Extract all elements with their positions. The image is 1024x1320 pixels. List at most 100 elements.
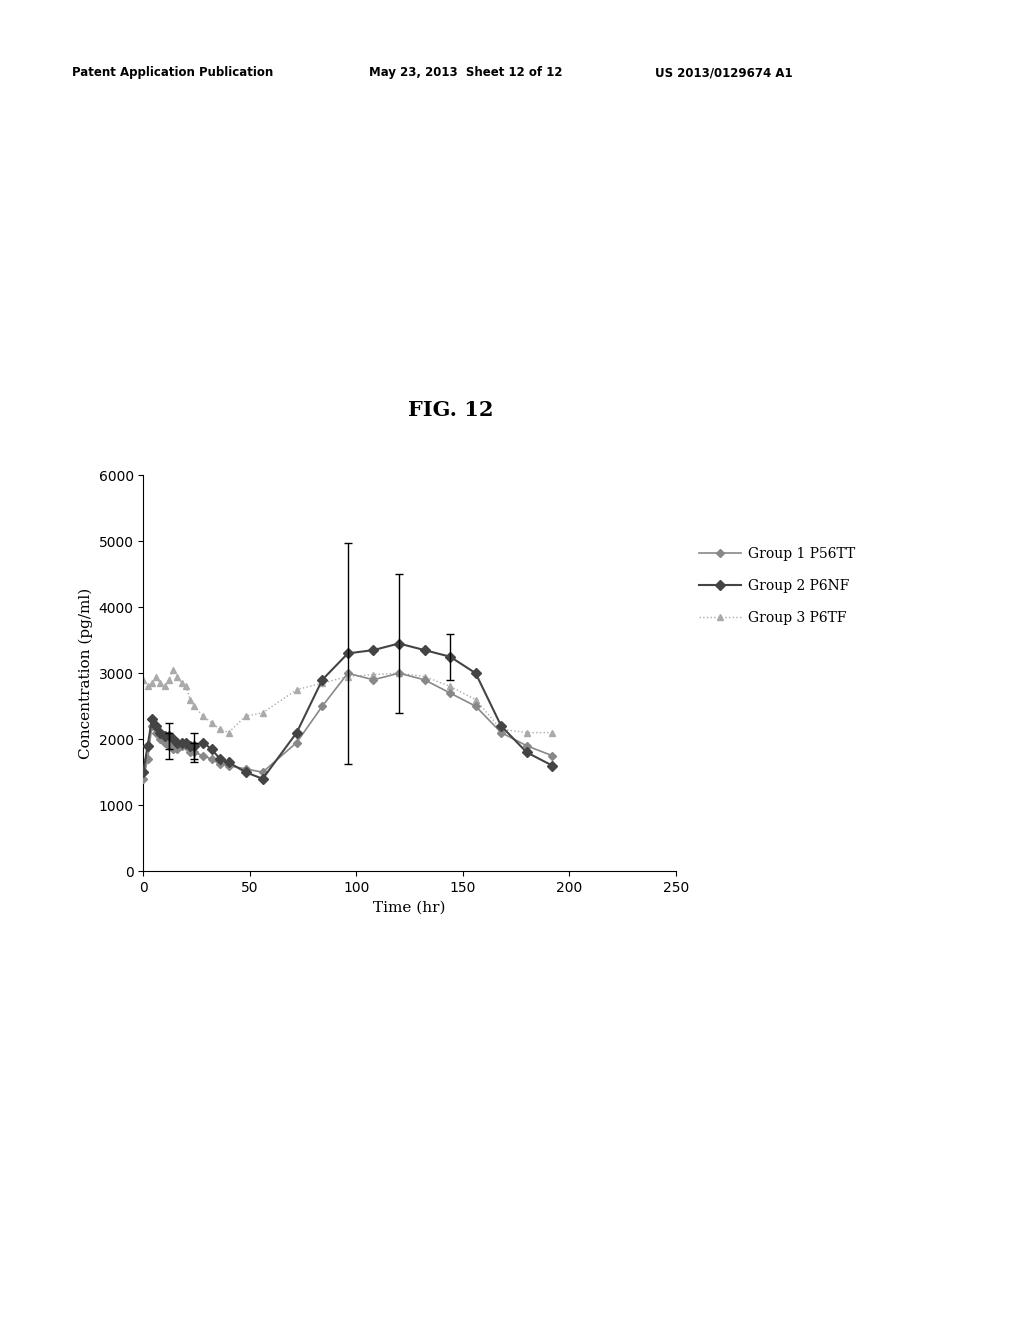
Group 3 P6TF bbox=[197, 708, 209, 723]
X-axis label: Time (hr): Time (hr) bbox=[374, 900, 445, 915]
Group 2 P6NF bbox=[137, 764, 150, 780]
Group 2 P6NF bbox=[184, 738, 197, 754]
Group 2 P6NF bbox=[393, 636, 406, 652]
Group 3 P6TF bbox=[342, 668, 354, 684]
Group 2 P6NF bbox=[141, 738, 154, 754]
Group 2 P6NF bbox=[150, 718, 162, 734]
Line: Group 2 P6NF: Group 2 P6NF bbox=[140, 640, 556, 783]
Group 3 P6TF bbox=[419, 668, 431, 684]
Text: US 2013/0129674 A1: US 2013/0129674 A1 bbox=[655, 66, 793, 79]
Group 2 P6NF bbox=[159, 729, 171, 744]
Group 3 P6TF bbox=[163, 672, 175, 688]
Group 1 P56TT bbox=[155, 731, 167, 747]
Group 3 P6TF bbox=[171, 668, 183, 684]
Group 2 P6NF bbox=[342, 645, 354, 661]
Group 3 P6TF bbox=[256, 705, 268, 721]
Group 3 P6TF bbox=[240, 708, 252, 723]
Group 3 P6TF bbox=[159, 678, 171, 694]
Group 3 P6TF bbox=[145, 675, 158, 690]
Group 1 P56TT bbox=[316, 698, 329, 714]
Group 1 P56TT bbox=[240, 760, 252, 776]
Legend: Group 1 P56TT, Group 2 P6NF, Group 3 P6TF: Group 1 P56TT, Group 2 P6NF, Group 3 P6T… bbox=[693, 541, 860, 631]
Group 2 P6NF bbox=[444, 649, 457, 665]
Group 2 P6NF bbox=[256, 771, 268, 787]
Group 2 P6NF bbox=[163, 729, 175, 744]
Group 2 P6NF bbox=[520, 744, 532, 760]
Y-axis label: Concentration (pg/ml): Concentration (pg/ml) bbox=[79, 587, 93, 759]
Group 3 P6TF bbox=[206, 715, 218, 731]
Group 2 P6NF bbox=[188, 738, 201, 754]
Group 1 P56TT bbox=[256, 764, 268, 780]
Group 1 P56TT bbox=[145, 718, 158, 734]
Group 2 P6NF bbox=[316, 672, 329, 688]
Group 3 P6TF bbox=[495, 721, 507, 737]
Text: FIG. 12: FIG. 12 bbox=[408, 400, 494, 420]
Group 1 P56TT bbox=[495, 725, 507, 741]
Group 1 P56TT bbox=[520, 738, 532, 754]
Group 3 P6TF bbox=[469, 692, 481, 708]
Group 1 P56TT bbox=[546, 747, 558, 763]
Group 3 P6TF bbox=[155, 675, 167, 690]
Group 2 P6NF bbox=[495, 718, 507, 734]
Group 1 P56TT bbox=[141, 751, 154, 767]
Group 3 P6TF bbox=[316, 675, 329, 690]
Group 1 P56TT bbox=[180, 738, 193, 754]
Group 1 P56TT bbox=[163, 738, 175, 754]
Group 1 P56TT bbox=[197, 747, 209, 763]
Group 2 P6NF bbox=[180, 734, 193, 750]
Group 3 P6TF bbox=[141, 678, 154, 694]
Group 1 P56TT bbox=[206, 751, 218, 767]
Group 2 P6NF bbox=[155, 725, 167, 741]
Group 3 P6TF bbox=[368, 667, 380, 682]
Group 2 P6NF bbox=[197, 734, 209, 750]
Group 2 P6NF bbox=[546, 758, 558, 774]
Group 1 P56TT bbox=[175, 738, 187, 754]
Group 3 P6TF bbox=[175, 675, 187, 690]
Group 2 P6NF bbox=[222, 754, 234, 770]
Group 2 P6NF bbox=[469, 665, 481, 681]
Group 1 P56TT bbox=[419, 672, 431, 688]
Group 1 P56TT bbox=[291, 734, 303, 750]
Group 3 P6TF bbox=[137, 672, 150, 688]
Group 2 P6NF bbox=[240, 764, 252, 780]
Group 1 P56TT bbox=[188, 744, 201, 760]
Group 1 P56TT bbox=[222, 758, 234, 774]
Group 3 P6TF bbox=[167, 663, 179, 678]
Group 2 P6NF bbox=[175, 734, 187, 750]
Group 1 P56TT bbox=[368, 672, 380, 688]
Group 3 P6TF bbox=[444, 678, 457, 694]
Text: May 23, 2013  Sheet 12 of 12: May 23, 2013 Sheet 12 of 12 bbox=[369, 66, 562, 79]
Group 2 P6NF bbox=[145, 711, 158, 727]
Group 3 P6TF bbox=[520, 725, 532, 741]
Text: Patent Application Publication: Patent Application Publication bbox=[72, 66, 273, 79]
Group 3 P6TF bbox=[180, 678, 193, 694]
Group 2 P6NF bbox=[214, 751, 226, 767]
Group 1 P56TT bbox=[167, 742, 179, 758]
Group 2 P6NF bbox=[167, 731, 179, 747]
Group 1 P56TT bbox=[393, 665, 406, 681]
Group 3 P6TF bbox=[393, 665, 406, 681]
Group 2 P6NF bbox=[368, 642, 380, 657]
Group 2 P6NF bbox=[291, 725, 303, 741]
Group 3 P6TF bbox=[291, 681, 303, 697]
Group 1 P56TT bbox=[150, 725, 162, 741]
Group 1 P56TT bbox=[184, 744, 197, 760]
Group 1 P56TT bbox=[159, 734, 171, 750]
Group 3 P6TF bbox=[184, 692, 197, 708]
Line: Group 3 P6TF: Group 3 P6TF bbox=[140, 667, 555, 735]
Group 2 P6NF bbox=[171, 734, 183, 750]
Line: Group 1 P56TT: Group 1 P56TT bbox=[140, 671, 555, 781]
Group 1 P56TT bbox=[342, 665, 354, 681]
Group 3 P6TF bbox=[222, 725, 234, 741]
Group 3 P6TF bbox=[546, 725, 558, 741]
Group 1 P56TT bbox=[171, 742, 183, 758]
Group 1 P56TT bbox=[137, 771, 150, 787]
Group 1 P56TT bbox=[469, 698, 481, 714]
Group 3 P6TF bbox=[214, 721, 226, 737]
Group 1 P56TT bbox=[214, 756, 226, 772]
Group 2 P6NF bbox=[419, 642, 431, 657]
Group 2 P6NF bbox=[206, 742, 218, 758]
Group 1 P56TT bbox=[444, 685, 457, 701]
Group 3 P6TF bbox=[150, 668, 162, 684]
Group 3 P6TF bbox=[188, 698, 201, 714]
